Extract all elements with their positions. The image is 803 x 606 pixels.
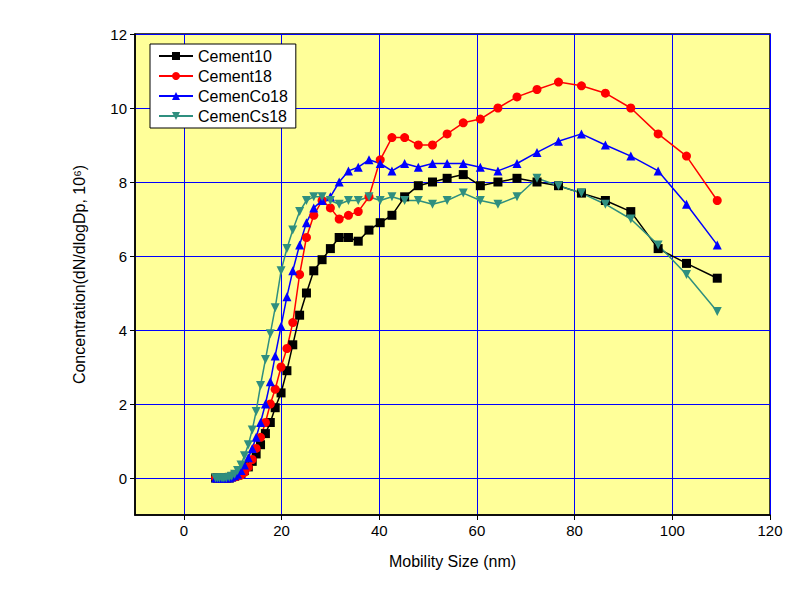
svg-text:40: 40 bbox=[371, 522, 388, 539]
svg-text:0: 0 bbox=[119, 470, 127, 487]
svg-text:Cement10: Cement10 bbox=[198, 48, 272, 65]
svg-text:10: 10 bbox=[110, 100, 127, 117]
svg-text:6: 6 bbox=[119, 248, 127, 265]
svg-text:120: 120 bbox=[757, 522, 782, 539]
svg-text:Mobility Size (nm): Mobility Size (nm) bbox=[389, 553, 516, 570]
svg-text:CemenCs18: CemenCs18 bbox=[198, 108, 287, 125]
svg-text:80: 80 bbox=[566, 522, 583, 539]
svg-text:Concentration(dN/dlogDp, 10⁶): Concentration(dN/dlogDp, 10⁶) bbox=[71, 165, 88, 384]
svg-text:4: 4 bbox=[119, 322, 127, 339]
svg-text:CemenCo18: CemenCo18 bbox=[198, 88, 288, 105]
svg-text:Cement18: Cement18 bbox=[198, 68, 272, 85]
svg-text:100: 100 bbox=[660, 522, 685, 539]
svg-text:8: 8 bbox=[119, 174, 127, 191]
svg-text:0: 0 bbox=[180, 522, 188, 539]
svg-text:60: 60 bbox=[469, 522, 486, 539]
svg-text:12: 12 bbox=[110, 26, 127, 43]
svg-text:20: 20 bbox=[273, 522, 290, 539]
svg-text:2: 2 bbox=[119, 396, 127, 413]
